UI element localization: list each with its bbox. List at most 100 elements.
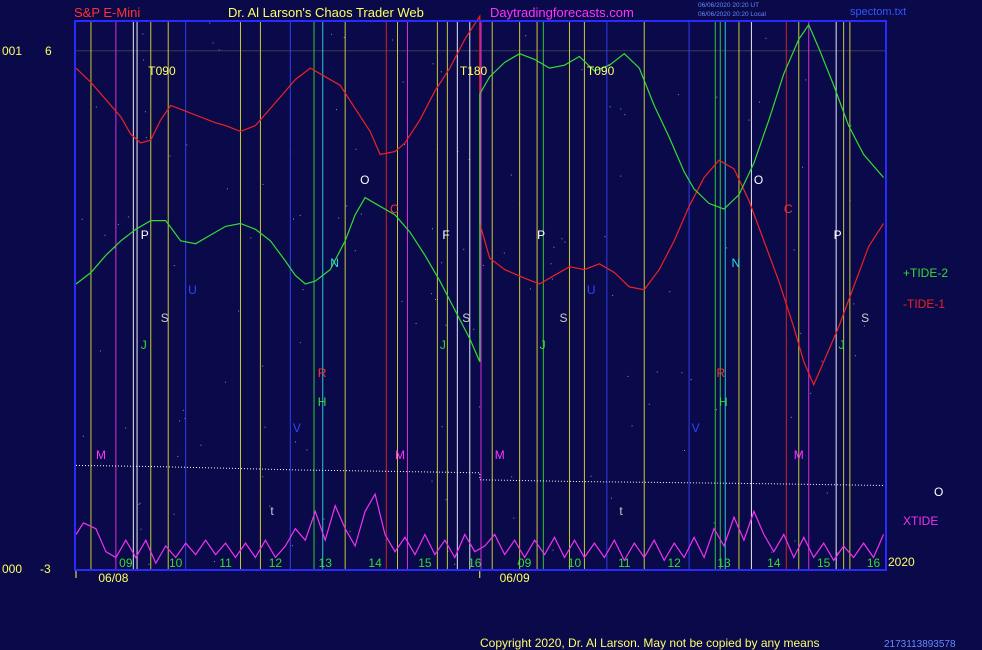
background-dot	[677, 94, 679, 96]
background-dot	[114, 247, 116, 249]
background-dot	[609, 106, 611, 108]
background-dot	[212, 42, 214, 44]
annotation-label: N	[731, 256, 740, 270]
series-legend-label: -TIDE-1	[903, 297, 945, 311]
background-dot	[186, 144, 188, 146]
hour-tick-label: 10	[169, 556, 183, 570]
background-dot	[293, 218, 294, 220]
annotation-label: S	[161, 311, 169, 325]
background-dot	[95, 106, 97, 108]
hour-tick-label: 10	[568, 556, 582, 570]
annotation-label: F	[442, 228, 449, 242]
annotation-label: T090	[148, 64, 176, 78]
annotation-label: M	[794, 448, 804, 462]
background-dot	[684, 450, 685, 451]
annotation-label: M	[395, 448, 405, 462]
background-dot	[346, 205, 348, 207]
hour-tick-label: 09	[518, 556, 532, 570]
series-legend-label: XTIDE	[903, 514, 938, 528]
series-legend-label: +TIDE-2	[903, 266, 948, 280]
background-dot	[716, 409, 717, 411]
chart-frame	[74, 20, 887, 571]
background-dot	[250, 237, 252, 239]
background-dot	[262, 476, 264, 478]
background-dot	[479, 406, 481, 408]
background-dot	[435, 299, 436, 300]
annotation-label: U	[587, 283, 596, 297]
hour-tick-label: 15	[817, 556, 831, 570]
background-dot	[468, 159, 470, 161]
year-label: 2020	[888, 555, 915, 569]
background-dot	[748, 119, 750, 121]
annotation-label: P	[537, 228, 545, 242]
background-dot	[306, 449, 308, 451]
background-dot	[771, 551, 773, 553]
background-dot	[179, 420, 181, 422]
date-label: 06/08	[98, 571, 128, 585]
background-dot	[169, 155, 171, 157]
background-dot	[238, 310, 240, 312]
annotation-label: P	[834, 228, 842, 242]
background-dot	[173, 265, 175, 266]
background-dot	[800, 332, 802, 334]
annotation-label: C	[784, 202, 793, 216]
background-dot	[604, 236, 606, 238]
hour-tick-label: 16	[468, 556, 482, 570]
background-dot	[145, 137, 147, 139]
y-axis-label: 000	[2, 562, 22, 576]
background-dot	[323, 518, 325, 520]
background-dot	[262, 183, 264, 185]
annotation-label: M	[495, 448, 505, 462]
background-dot	[143, 59, 145, 61]
background-dot	[262, 365, 264, 367]
background-dot	[836, 552, 838, 554]
series-line-0	[75, 14, 885, 387]
hour-tick-label: 13	[717, 556, 731, 570]
background-dot	[608, 63, 610, 65]
background-dot	[431, 480, 433, 482]
annotation-label: J	[839, 338, 845, 352]
background-dot	[513, 517, 515, 519]
annotation-label: T180	[460, 64, 488, 78]
background-dot	[200, 444, 202, 446]
background-dot	[117, 223, 119, 225]
background-dot	[550, 263, 552, 265]
symbol-label: S&P E-Mini	[74, 5, 140, 20]
y-axis-label: 001	[2, 44, 22, 58]
background-dot	[331, 33, 333, 35]
background-dot	[624, 114, 626, 116]
background-dot	[690, 379, 692, 381]
hour-tick-label: 13	[319, 556, 333, 570]
chart-title: Dr. Al Larson's Chaos Trader Web	[228, 5, 424, 20]
annotation-label: J	[540, 338, 546, 352]
background-dot	[295, 441, 296, 443]
background-dot	[821, 360, 823, 362]
annotation-label: J	[141, 338, 147, 352]
date-label: 06/09	[500, 571, 530, 585]
annotation-label: P	[141, 228, 149, 242]
annotation-label: U	[188, 283, 197, 297]
local-time: 06/06/2020 20:20 Local	[698, 11, 767, 18]
annotation-label: H	[318, 395, 327, 409]
copyright-notice: Copyright 2020, Dr. Al Larson. May not b…	[480, 636, 820, 650]
background-dot	[810, 392, 812, 394]
background-dot	[81, 218, 83, 220]
background-dot	[432, 63, 434, 65]
background-dot	[648, 403, 650, 405]
background-dot	[343, 37, 345, 38]
background-dot	[440, 71, 442, 73]
background-dot	[482, 264, 484, 266]
series-line-1	[75, 23, 884, 362]
annotation-label: T090	[587, 64, 615, 78]
background-dot	[125, 427, 127, 429]
background-dot	[445, 324, 447, 326]
background-dot	[511, 476, 513, 478]
hour-tick-label: 12	[269, 556, 283, 570]
background-dot	[551, 278, 553, 280]
background-dot	[391, 39, 393, 41]
background-dot	[338, 217, 340, 219]
hour-tick-label: 16	[867, 556, 881, 570]
background-dot	[473, 328, 475, 330]
